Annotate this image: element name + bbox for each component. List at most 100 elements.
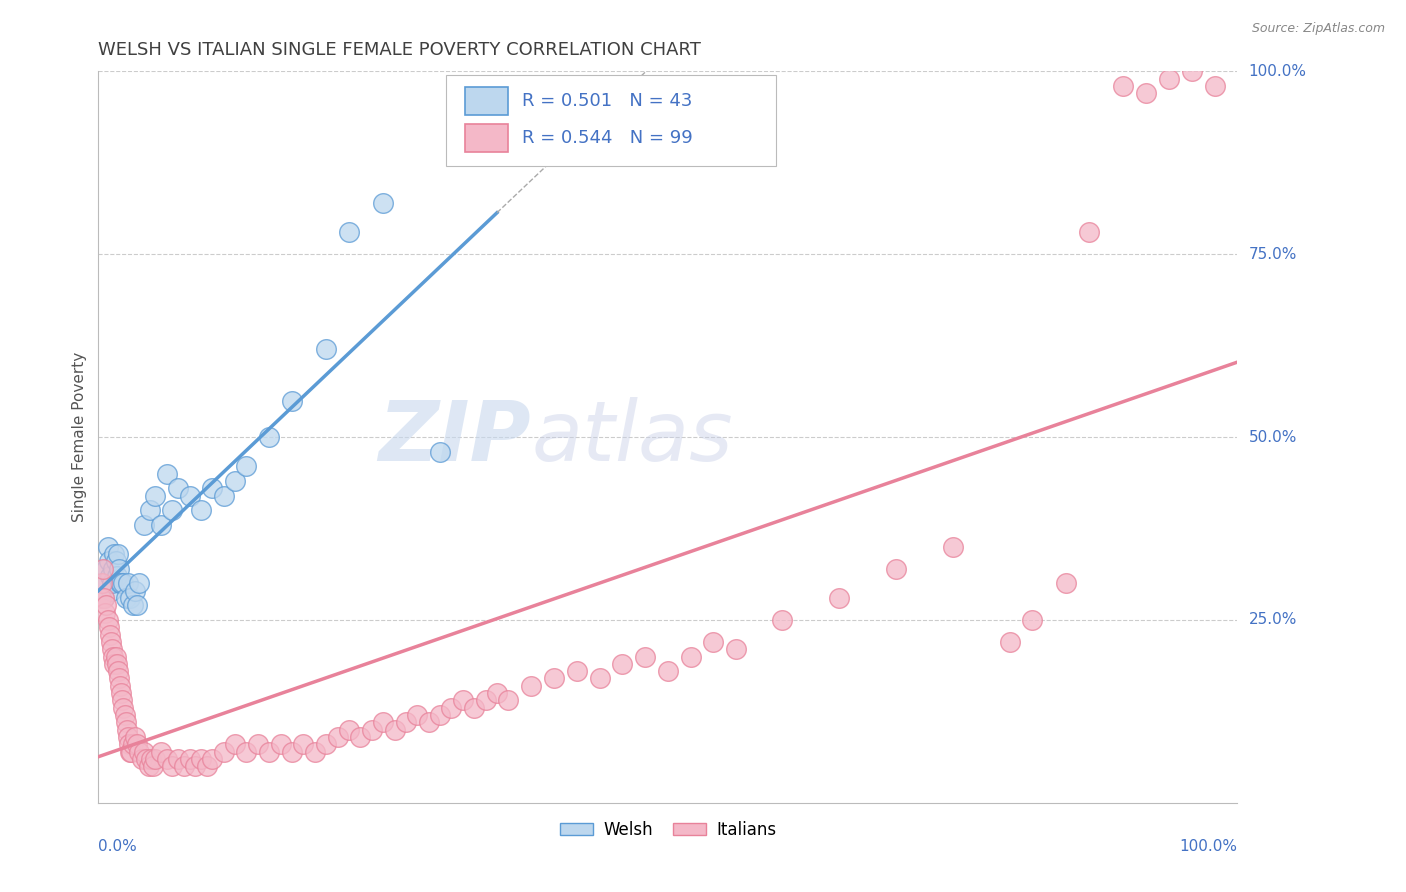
Point [1204,78,1226,93]
Point [679,649,702,664]
Point [246,737,269,751]
Point [190,503,212,517]
Point [884,562,907,576]
Point [259,430,281,444]
Point [101,642,124,657]
Point [110,576,132,591]
Point [114,708,136,723]
Point [107,547,129,561]
Point [100,583,122,598]
Point [96,599,118,613]
Point [110,686,132,700]
Point [150,745,173,759]
Point [259,745,281,759]
Point [235,459,257,474]
Point [90,591,112,605]
Point [224,474,246,488]
Text: ZIP: ZIP [378,397,531,477]
Point [1181,64,1204,78]
Point [112,576,135,591]
Point [101,576,124,591]
Point [108,562,131,576]
Point [942,540,965,554]
Point [108,672,131,686]
Point [634,649,657,664]
Text: 100.0%: 100.0% [1249,64,1306,78]
Point [90,576,112,591]
Point [103,649,125,664]
Point [162,503,184,517]
Point [179,752,201,766]
Text: 0.0%: 0.0% [98,839,138,855]
Point [142,759,165,773]
Point [173,759,195,773]
Point [156,467,179,481]
Point [96,540,118,554]
Point [486,686,509,700]
Point [105,657,128,671]
Point [315,343,337,357]
Point [406,708,429,723]
Point [115,723,138,737]
Point [224,737,246,751]
Point [315,737,337,751]
Point [128,576,150,591]
Text: 100.0%: 100.0% [1180,839,1237,855]
Point [118,737,141,751]
Point [114,715,136,730]
Text: Source: ZipAtlas.com: Source: ZipAtlas.com [1251,22,1385,36]
Point [588,672,610,686]
Point [145,489,167,503]
Point [124,583,146,598]
Point [1157,71,1180,86]
Point [135,752,157,766]
Point [100,635,122,649]
Point [281,393,304,408]
Point [1135,87,1157,101]
Point [105,569,128,583]
Point [97,554,120,568]
Point [360,723,382,737]
Point [120,591,142,605]
Point [156,752,179,766]
Point [371,715,394,730]
Point [429,708,451,723]
Point [104,649,127,664]
Point [96,562,118,576]
Point [94,606,117,620]
Point [91,562,114,576]
Point [132,745,155,759]
Point [108,576,131,591]
Point [235,745,257,759]
Y-axis label: Single Female Poverty: Single Female Poverty [72,352,87,522]
Point [167,481,190,495]
Point [440,700,463,714]
Point [138,503,160,517]
Point [103,547,125,561]
Point [131,752,153,766]
Point [190,752,212,766]
Point [292,737,315,751]
Point [201,752,224,766]
Point [104,554,127,568]
Point [98,569,121,583]
Point [128,745,150,759]
Point [998,635,1021,649]
Point [429,444,451,458]
FancyBboxPatch shape [446,75,776,167]
Point [195,759,218,773]
Point [117,730,139,744]
Point [138,759,160,773]
Point [349,730,371,744]
Point [120,745,142,759]
Point [97,620,120,634]
Point [371,196,394,211]
Point [132,517,155,532]
Point [117,576,139,591]
Point [127,737,149,751]
Point [337,723,360,737]
Point [127,599,149,613]
Point [212,745,235,759]
Point [565,664,588,678]
FancyBboxPatch shape [465,87,509,115]
